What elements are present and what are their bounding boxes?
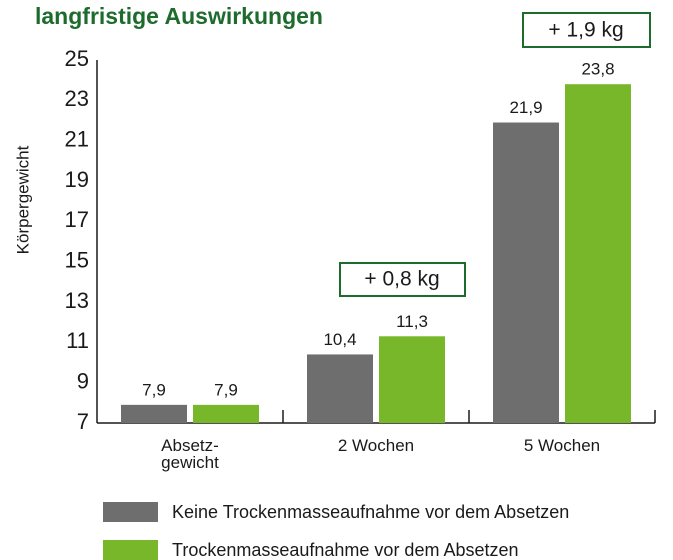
bar xyxy=(307,354,373,423)
bar xyxy=(565,84,631,423)
y-axis-label: Körpergewicht xyxy=(13,145,32,254)
chart-title: langfristige Auswirkungen xyxy=(35,3,323,29)
bar xyxy=(121,404,187,423)
y-tick-label: 9 xyxy=(77,368,89,393)
data-label: 23,8 xyxy=(581,60,614,79)
annotation-box xyxy=(522,12,651,48)
annotation-box xyxy=(339,262,466,297)
y-tick-label: 21 xyxy=(65,126,89,151)
annotation: + 0,8 kg xyxy=(364,268,439,291)
y-tick-label: 19 xyxy=(65,167,89,192)
legend-swatch xyxy=(103,502,158,522)
data-label: 7,9 xyxy=(142,380,166,399)
y-tick-label: 13 xyxy=(65,288,89,313)
y-tick-label: 7 xyxy=(77,409,89,434)
x-tick-label: 2 Wochen xyxy=(338,436,414,455)
annotation: + 1,9 kg xyxy=(548,19,623,42)
x-tick-label: 5 Wochen xyxy=(524,436,600,455)
data-label: 21,9 xyxy=(509,98,542,117)
x-tick-label: Absetz-gewicht xyxy=(161,436,219,472)
data-label: 11,3 xyxy=(396,312,428,331)
bar xyxy=(379,336,445,423)
data-label: 10,4 xyxy=(323,330,356,349)
y-tick-label: 15 xyxy=(65,247,89,272)
bar xyxy=(193,404,259,423)
legend-swatch xyxy=(103,540,158,560)
legend-label: Keine Trockenmasseaufnahme vor dem Abset… xyxy=(172,502,569,522)
y-tick-label: 25 xyxy=(65,46,89,71)
legend-label: Trockenmasseaufnahme vor dem Absetzen xyxy=(172,540,519,560)
y-tick-label: 11 xyxy=(66,328,89,353)
data-label: 7,9 xyxy=(214,380,238,399)
y-tick-label: 17 xyxy=(65,207,89,232)
y-tick-label: 23 xyxy=(65,86,89,111)
bar xyxy=(493,122,559,424)
